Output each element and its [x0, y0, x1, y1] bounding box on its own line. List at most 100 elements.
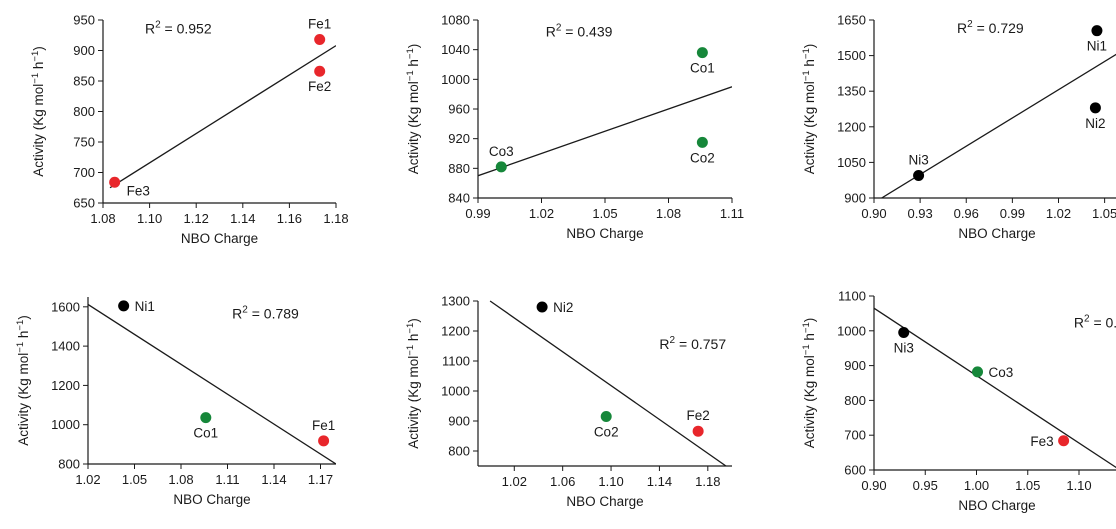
- y-tick-label: 1500: [837, 48, 866, 63]
- y-tick-label: 800: [58, 457, 80, 472]
- y-tick-label: 800: [448, 444, 470, 459]
- data-point-fe1: [318, 435, 330, 447]
- y-axis-label: Activity (Kg mol−1 h−1): [801, 318, 817, 448]
- x-tick-label: 0.99: [465, 206, 490, 221]
- y-label-part: Activity (Kg mol: [406, 81, 421, 174]
- y-tick-label: 1200: [51, 378, 80, 393]
- data-point-ni1: [118, 300, 130, 312]
- point-label: Co2: [594, 425, 619, 440]
- y-label-part: Activity (Kg mol: [31, 84, 46, 177]
- x-tick-label: 1.11: [720, 206, 744, 221]
- y-tick-label: 1000: [441, 384, 470, 399]
- r-squared-label: R2 = 0.789: [232, 305, 299, 322]
- x-axis-label: NBO Charge: [173, 492, 250, 507]
- r2-sup: 2: [967, 19, 973, 30]
- y-tick-label: 1080: [441, 13, 470, 28]
- y-tick-label: 1050: [837, 155, 866, 170]
- r-squared-label: R2 = 0.757: [659, 335, 726, 352]
- x-tick-label: 1.17: [308, 472, 333, 487]
- y-tick-label: 1350: [837, 84, 866, 99]
- y-tick-label: 1100: [442, 354, 470, 369]
- x-axis-label: NBO Charge: [958, 498, 1035, 513]
- data-point-co1: [696, 47, 708, 59]
- y-tick-label: 1400: [51, 339, 80, 354]
- y-label-sup: −1: [801, 322, 812, 333]
- point-label: Fe2: [308, 79, 331, 94]
- y-tick-label: 960: [448, 102, 470, 117]
- y-label-sup: −1: [405, 48, 416, 59]
- y-label-part: h: [802, 333, 817, 344]
- r2-sup: 2: [155, 19, 161, 30]
- r2-value: = 0.952: [161, 20, 212, 36]
- y-tick-label: 800: [844, 393, 866, 408]
- point-label: Fe2: [687, 408, 710, 423]
- y-tick-label: 1100: [838, 289, 866, 304]
- r2-prefix: R: [546, 23, 556, 39]
- r2-sup: 2: [1084, 313, 1090, 324]
- y-axis-label: Activity (Kg mol−1 h−1): [15, 315, 31, 445]
- y-label-sup: −1: [405, 345, 416, 356]
- r2-sup: 2: [242, 305, 248, 316]
- r2-value: = 0.729: [973, 20, 1024, 36]
- x-tick-label: 1.18: [695, 474, 720, 489]
- y-label-sup: −1: [801, 70, 812, 81]
- r-squared-label: R2 = 0.952: [145, 19, 212, 36]
- y-tick-label: 850: [73, 74, 95, 89]
- x-tick-label: 1.14: [261, 472, 286, 487]
- data-point-fe3: [109, 176, 121, 188]
- regression-line: [874, 307, 1116, 469]
- x-tick-label: 0.96: [954, 206, 979, 221]
- r2-value: = 0.757: [675, 336, 726, 352]
- data-point-co1: [200, 412, 212, 424]
- point-label: Co3: [489, 144, 514, 159]
- y-tick-label: 880: [448, 161, 470, 176]
- r2-value: = 0.987: [1090, 314, 1116, 330]
- y-axis-label: Activity (Kg mol−1 h−1): [30, 46, 46, 176]
- x-tick-label: 1.18: [323, 211, 348, 226]
- data-point-fe2: [692, 425, 704, 437]
- y-label-part: Activity (Kg mol: [802, 81, 817, 174]
- r-squared-label: R2 = 0.987: [1074, 313, 1116, 330]
- y-label-part: ): [406, 44, 421, 49]
- chart-panel-6: 0.90 0.95 1.00 1.05 1.10 600 700 800 900 1000 1100…: [801, 289, 1116, 513]
- chart-panel-3: 0.90 0.93 0.96 0.99 1.02 1.05 900 1050 1200 1350 1…: [801, 13, 1116, 241]
- data-point-ni2: [1089, 102, 1101, 114]
- y-label-part: ): [406, 318, 421, 323]
- y-tick-label: 900: [844, 358, 866, 373]
- x-tick-label: 1.08: [90, 211, 115, 226]
- point-label: Fe3: [1030, 434, 1053, 449]
- point-label: Fe3: [127, 183, 150, 198]
- y-label-sup: −1: [801, 344, 812, 355]
- x-tick-label: 1.02: [1046, 206, 1071, 221]
- y-tick-label: 840: [448, 191, 470, 206]
- y-tick-label: 1000: [51, 417, 80, 432]
- x-axis-label: NBO Charge: [566, 226, 643, 241]
- y-tick-label: 900: [448, 414, 470, 429]
- x-tick-label: 1.08: [656, 206, 681, 221]
- point-label: Co1: [690, 61, 715, 76]
- data-point-ni1: [1091, 25, 1103, 37]
- point-label: Ni3: [894, 341, 914, 356]
- y-label-part: ): [16, 315, 31, 320]
- y-tick-label: 1600: [51, 299, 80, 314]
- x-axis-label: NBO Charge: [181, 231, 258, 246]
- y-tick-label: 800: [73, 104, 95, 119]
- r2-sup: 2: [556, 22, 562, 33]
- r-squared-label: R2 = 0.729: [957, 19, 1024, 36]
- x-tick-label: 1.05: [1015, 478, 1040, 493]
- regression-line: [478, 86, 732, 177]
- r-squared-label: R2 = 0.439: [546, 22, 613, 39]
- chart-panel-5: 1.02 1.06 1.10 1.14 1.18 800 900 1000 1100 1200 13…: [405, 294, 732, 509]
- x-tick-label: 1.02: [529, 206, 554, 221]
- data-point-co2: [696, 136, 708, 148]
- r2-prefix: R: [659, 336, 669, 352]
- data-point-ni2: [536, 301, 548, 313]
- y-label-part: ): [802, 318, 817, 323]
- x-tick-label: 0.90: [861, 478, 886, 493]
- point-label: Ni1: [135, 299, 155, 314]
- data-point-co2: [600, 411, 612, 422]
- x-tick-label: 1.00: [964, 478, 989, 493]
- data-point-ni3: [913, 169, 925, 181]
- point-label: Ni2: [1085, 116, 1105, 131]
- x-axis-label: NBO Charge: [958, 226, 1035, 241]
